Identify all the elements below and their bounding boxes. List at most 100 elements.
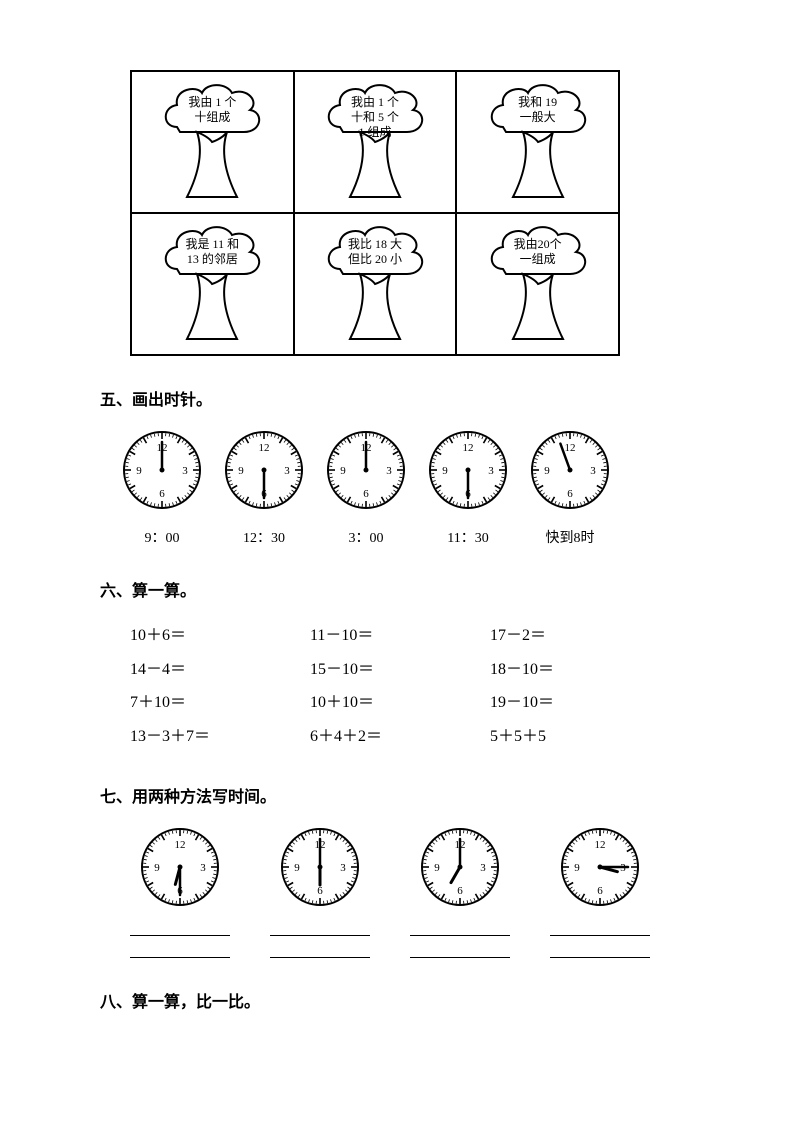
math-row: 10＋6＝11－10＝17－2＝ bbox=[130, 619, 693, 653]
section7-clocks-row: 12369 12369 12369 12369 bbox=[130, 825, 693, 958]
answer-blank[interactable] bbox=[270, 942, 370, 958]
svg-text:12: 12 bbox=[565, 442, 576, 454]
math-expression: 19－10＝ bbox=[490, 686, 670, 720]
section7-heading: 七、用两种方法写时间。 bbox=[100, 783, 693, 807]
math-row: 13－3＋7＝6＋4＋2＝5＋5＋5 bbox=[130, 720, 693, 754]
answer-blank[interactable] bbox=[410, 920, 510, 936]
svg-text:3: 3 bbox=[200, 862, 206, 874]
math-expression: 7＋10＝ bbox=[130, 686, 310, 720]
clock-block: 12369 3：00 bbox=[324, 428, 408, 547]
answer-blank[interactable] bbox=[130, 942, 230, 958]
clock-block: 12369 bbox=[130, 825, 230, 958]
svg-text:9: 9 bbox=[154, 862, 160, 874]
svg-text:3: 3 bbox=[480, 862, 486, 874]
tree-text: 我比 18 大但比 20 小 bbox=[315, 237, 435, 267]
svg-text:9: 9 bbox=[574, 862, 580, 874]
svg-text:3: 3 bbox=[488, 465, 494, 477]
tree-icon: 我比 18 大但比 20 小 bbox=[315, 219, 435, 349]
trees-row-2: 我是 11 和13 的邻居 我比 18 大但比 20 小 我由20个一组成 bbox=[132, 214, 618, 354]
clock-block: 12369 bbox=[410, 825, 510, 958]
tree-text: 我由20个一组成 bbox=[478, 237, 598, 267]
math-expression: 17－2＝ bbox=[490, 619, 670, 653]
section6-heading: 六、算一算。 bbox=[100, 577, 693, 601]
svg-text:3: 3 bbox=[182, 465, 188, 477]
tree-icon: 我和 19一般大 bbox=[478, 77, 598, 207]
clock-face-icon: 12369 bbox=[278, 825, 362, 914]
svg-text:6: 6 bbox=[317, 885, 323, 897]
math-expression: 5＋5＋5 bbox=[490, 720, 670, 754]
clock-label: 12：30 bbox=[243, 527, 285, 547]
math-expression: 13－3＋7＝ bbox=[130, 720, 310, 754]
math-expression: 11－10＝ bbox=[310, 619, 490, 653]
tree-text: 我由 1 个十和 5 个1 组成 bbox=[315, 95, 435, 140]
svg-text:6: 6 bbox=[567, 488, 573, 500]
math-expression: 18－10＝ bbox=[490, 653, 670, 687]
svg-text:6: 6 bbox=[597, 885, 603, 897]
math-expression: 10＋10＝ bbox=[310, 686, 490, 720]
clock-face-icon: 12369 bbox=[426, 428, 510, 517]
section8-heading: 八、算一算，比一比。 bbox=[100, 988, 693, 1012]
tree-icon: 我是 11 和13 的邻居 bbox=[152, 219, 272, 349]
svg-text:9: 9 bbox=[238, 465, 244, 477]
clock-face-icon: 12369 bbox=[138, 825, 222, 914]
svg-text:9: 9 bbox=[544, 465, 550, 477]
tree-icon: 我由20个一组成 bbox=[478, 219, 598, 349]
answer-blank[interactable] bbox=[550, 942, 650, 958]
clock-block: 12369 9：00 bbox=[120, 428, 204, 547]
svg-text:6: 6 bbox=[457, 885, 463, 897]
clock-label: 快到8时 bbox=[546, 527, 595, 547]
svg-text:6: 6 bbox=[363, 488, 369, 500]
tree-text: 我是 11 和13 的邻居 bbox=[152, 237, 272, 267]
clock-label: 9：00 bbox=[145, 527, 180, 547]
math-row: 14－4＝15－10＝18－10＝ bbox=[130, 653, 693, 687]
clock-block: 12369 12：30 bbox=[222, 428, 306, 547]
trees-row-1: 我由 1 个十组成 我由 1 个十和 5 个1 组成 我和 19一般大 bbox=[132, 72, 618, 214]
svg-text:9: 9 bbox=[434, 862, 440, 874]
svg-text:3: 3 bbox=[340, 862, 346, 874]
clock-label: 3：00 bbox=[349, 527, 384, 547]
tree-cell: 我由20个一组成 bbox=[457, 214, 618, 354]
svg-text:12: 12 bbox=[175, 839, 186, 851]
svg-text:3: 3 bbox=[284, 465, 290, 477]
math-expression: 6＋4＋2＝ bbox=[310, 720, 490, 754]
clock-face-icon: 12369 bbox=[222, 428, 306, 517]
clock-block: 12369 bbox=[270, 825, 370, 958]
svg-text:12: 12 bbox=[595, 839, 606, 851]
svg-text:9: 9 bbox=[442, 465, 448, 477]
svg-text:12: 12 bbox=[259, 442, 270, 454]
tree-cell: 我是 11 和13 的邻居 bbox=[132, 214, 295, 354]
tree-cell: 我由 1 个十组成 bbox=[132, 72, 295, 212]
tree-text: 我和 19一般大 bbox=[478, 95, 598, 125]
svg-text:6: 6 bbox=[159, 488, 165, 500]
math-expression: 15－10＝ bbox=[310, 653, 490, 687]
tree-icon: 我由 1 个十组成 bbox=[152, 77, 272, 207]
math-expression: 14－4＝ bbox=[130, 653, 310, 687]
answer-blank[interactable] bbox=[410, 942, 510, 958]
answer-blank[interactable] bbox=[550, 920, 650, 936]
trees-grid: 我由 1 个十组成 我由 1 个十和 5 个1 组成 我和 19一般大 我是 1… bbox=[130, 70, 620, 356]
tree-cell: 我比 18 大但比 20 小 bbox=[295, 214, 458, 354]
clock-face-icon: 12369 bbox=[324, 428, 408, 517]
svg-text:3: 3 bbox=[386, 465, 392, 477]
svg-text:3: 3 bbox=[590, 465, 596, 477]
tree-cell: 我和 19一般大 bbox=[457, 72, 618, 212]
tree-text: 我由 1 个十组成 bbox=[152, 95, 272, 125]
math-row: 7＋10＝10＋10＝19－10＝ bbox=[130, 686, 693, 720]
answer-blank[interactable] bbox=[270, 920, 370, 936]
clock-block: 12369 11：30 bbox=[426, 428, 510, 547]
answer-blank[interactable] bbox=[130, 920, 230, 936]
clock-block: 12369 bbox=[550, 825, 650, 958]
clock-face-icon: 12 3 6 9 bbox=[528, 428, 612, 517]
svg-text:9: 9 bbox=[136, 465, 142, 477]
svg-text:9: 9 bbox=[340, 465, 346, 477]
tree-cell: 我由 1 个十和 5 个1 组成 bbox=[295, 72, 458, 212]
svg-text:12: 12 bbox=[463, 442, 474, 454]
tree-icon: 我由 1 个十和 5 个1 组成 bbox=[315, 77, 435, 207]
clock-face-icon: 12369 bbox=[120, 428, 204, 517]
section5-heading: 五、画出时针。 bbox=[100, 386, 693, 410]
clock-label: 11：30 bbox=[447, 527, 488, 547]
clock-face-icon: 12369 bbox=[558, 825, 642, 914]
math-grid: 10＋6＝11－10＝17－2＝14－4＝15－10＝18－10＝7＋10＝10… bbox=[130, 619, 693, 753]
math-expression: 10＋6＝ bbox=[130, 619, 310, 653]
clock-face-icon: 12369 bbox=[418, 825, 502, 914]
